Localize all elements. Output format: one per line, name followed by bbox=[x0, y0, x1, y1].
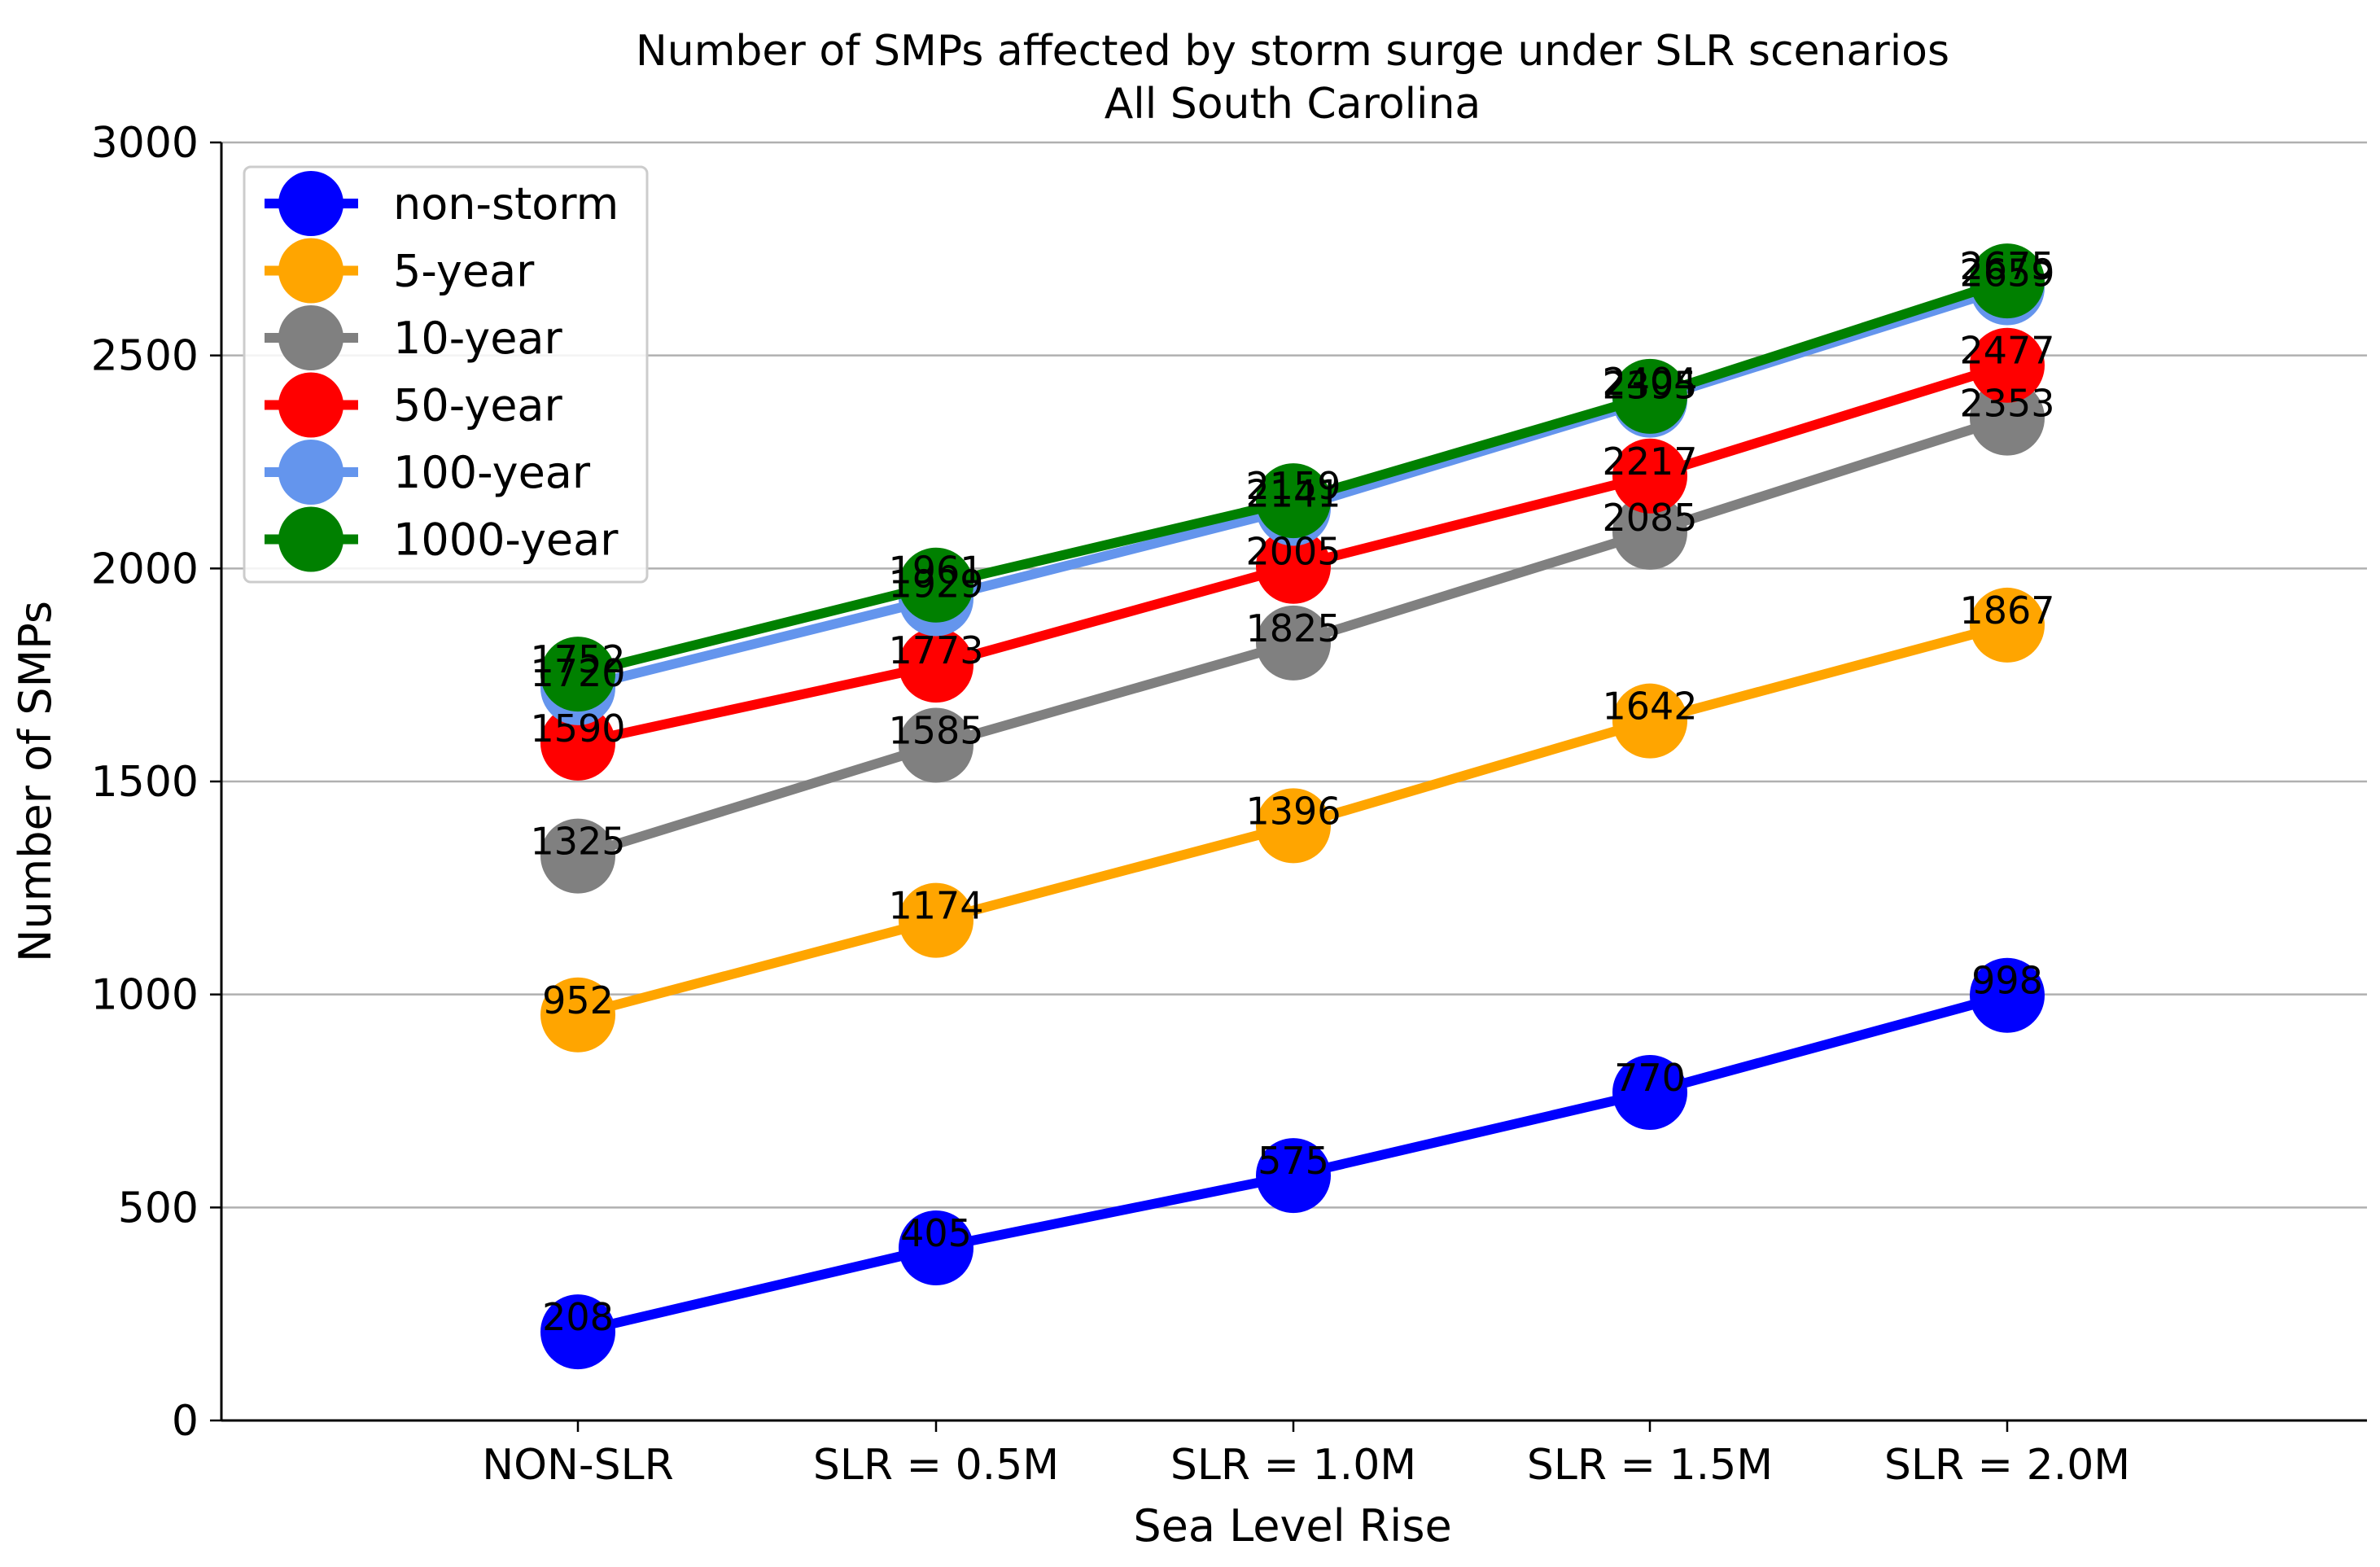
data-label-non-storm: 405 bbox=[900, 1211, 972, 1255]
data-point-1000-year bbox=[1256, 463, 1331, 539]
data-label-10-year: 2353 bbox=[1959, 382, 2054, 426]
data-point-50-year bbox=[1612, 438, 1687, 514]
data-point-non-storm bbox=[899, 1210, 973, 1286]
x-tick-label: NON-SLR bbox=[482, 1441, 674, 1490]
x-tick-label: SLR = 1.5M bbox=[1527, 1441, 1773, 1490]
y-tick-label: 1500 bbox=[91, 758, 199, 807]
data-point-1000-year bbox=[540, 637, 615, 712]
data-point-non-storm bbox=[1256, 1138, 1331, 1214]
data-label-1000-year: 2675 bbox=[1959, 244, 2054, 288]
legend-marker-1000-year bbox=[278, 506, 343, 572]
data-point-non-storm bbox=[540, 1294, 615, 1370]
data-point-5-year bbox=[1970, 587, 2045, 663]
legend-marker-non-storm bbox=[278, 171, 343, 236]
y-tick-label: 3000 bbox=[91, 119, 199, 168]
x-axis-ticks: NON-SLR SLR = 0.5M SLR = 1.0M SLR = 1.5M SLR… bbox=[482, 1420, 2130, 1490]
legend: non-storm 5-year 10-year 50-year 100-year 100… bbox=[243, 165, 649, 584]
legend-label-5-year: 5-year bbox=[393, 246, 535, 297]
data-point-10-year bbox=[899, 707, 973, 783]
y-tick-label: 1000 bbox=[91, 971, 199, 1020]
data-label-50-year: 2005 bbox=[1245, 530, 1341, 574]
data-label-100-year: 2395 bbox=[1602, 364, 1697, 408]
data-label-100-year: 1720 bbox=[530, 651, 625, 695]
x-axis-label: Sea Level Rise bbox=[1133, 1500, 1451, 1552]
data-point-50-year bbox=[899, 628, 973, 703]
y-tick-label: 0 bbox=[172, 1397, 199, 1446]
series-layer bbox=[540, 243, 2045, 1370]
data-point-non-storm bbox=[1612, 1055, 1687, 1131]
data-point-non-storm bbox=[1970, 957, 2045, 1033]
data-point-10-year bbox=[1970, 380, 2045, 456]
legend-label-non-storm: non-storm bbox=[393, 178, 619, 230]
data-label-100-year: 1929 bbox=[888, 562, 983, 606]
data-label-5-year: 1867 bbox=[1959, 589, 2054, 632]
data-label-5-year: 1174 bbox=[888, 884, 983, 928]
y-tick-label: 2000 bbox=[91, 545, 199, 593]
chart-subtitle: All South Carolina bbox=[1105, 80, 1481, 129]
legend-label-100-year: 100-year bbox=[393, 447, 591, 498]
data-label-non-storm: 770 bbox=[1614, 1056, 1686, 1100]
data-label-10-year: 1325 bbox=[530, 820, 625, 864]
data-label-5-year: 1396 bbox=[1245, 789, 1341, 833]
data-point-50-year bbox=[1970, 327, 2045, 403]
legend-marker-5-year bbox=[278, 238, 343, 304]
legend-marker-50-year bbox=[278, 372, 343, 438]
data-labels-layer: 208 405 575 770 998 952 1174 1396 1642 1867 1325 15… bbox=[530, 244, 2054, 1339]
data-point-50-year bbox=[1256, 528, 1331, 604]
data-label-100-year: 2141 bbox=[1245, 472, 1341, 516]
x-tick-label: SLR = 1.0M bbox=[1170, 1441, 1416, 1490]
data-label-10-year: 1825 bbox=[1245, 606, 1341, 650]
data-label-10-year: 2085 bbox=[1602, 496, 1697, 540]
data-label-1000-year: 2159 bbox=[1245, 464, 1341, 508]
data-point-1000-year bbox=[899, 547, 973, 623]
data-label-5-year: 1642 bbox=[1602, 685, 1697, 729]
data-point-10-year bbox=[540, 818, 615, 894]
data-point-5-year bbox=[1612, 683, 1687, 759]
y-tick-label: 2500 bbox=[91, 332, 199, 381]
data-point-50-year bbox=[540, 705, 615, 781]
data-label-50-year: 1773 bbox=[888, 628, 983, 672]
data-point-1000-year bbox=[1970, 243, 2045, 319]
x-tick-label: SLR = 2.0M bbox=[1884, 1441, 2130, 1490]
data-label-non-storm: 208 bbox=[542, 1295, 614, 1339]
data-point-10-year bbox=[1612, 494, 1687, 570]
data-label-1000-year: 1961 bbox=[888, 549, 983, 593]
data-point-5-year bbox=[1256, 788, 1331, 864]
y-axis-label: Number of SMPs bbox=[10, 601, 61, 962]
data-label-100-year: 2659 bbox=[1959, 251, 2054, 295]
data-label-10-year: 1585 bbox=[888, 709, 983, 753]
legend-marker-10-year bbox=[278, 305, 343, 370]
data-label-1000-year: 2404 bbox=[1602, 360, 1697, 404]
legend-marker-100-year bbox=[278, 440, 343, 505]
legend-label-50-year: 50-year bbox=[393, 380, 563, 431]
data-label-1000-year: 1752 bbox=[530, 637, 625, 681]
data-label-non-storm: 998 bbox=[1971, 959, 2043, 1003]
data-point-5-year bbox=[899, 882, 973, 958]
legend-label-10-year: 10-year bbox=[393, 313, 563, 364]
y-tick-label: 500 bbox=[118, 1184, 199, 1232]
data-label-5-year: 952 bbox=[542, 978, 614, 1022]
data-label-non-storm: 575 bbox=[1258, 1139, 1329, 1183]
chart-title: Number of SMPs affected by storm surge u… bbox=[636, 27, 1949, 76]
data-label-50-year: 2477 bbox=[1959, 329, 2054, 373]
data-point-5-year bbox=[540, 977, 615, 1053]
x-tick-label: SLR = 0.5M bbox=[813, 1441, 1059, 1490]
data-label-50-year: 2217 bbox=[1602, 440, 1697, 484]
data-label-50-year: 1590 bbox=[530, 707, 625, 751]
legend-label-1000-year: 1000-year bbox=[393, 514, 619, 566]
data-point-1000-year bbox=[1612, 358, 1687, 434]
y-axis-ticks: 0 500 1000 1500 2000 2500 3000 bbox=[91, 119, 221, 1446]
data-point-10-year bbox=[1256, 605, 1331, 681]
